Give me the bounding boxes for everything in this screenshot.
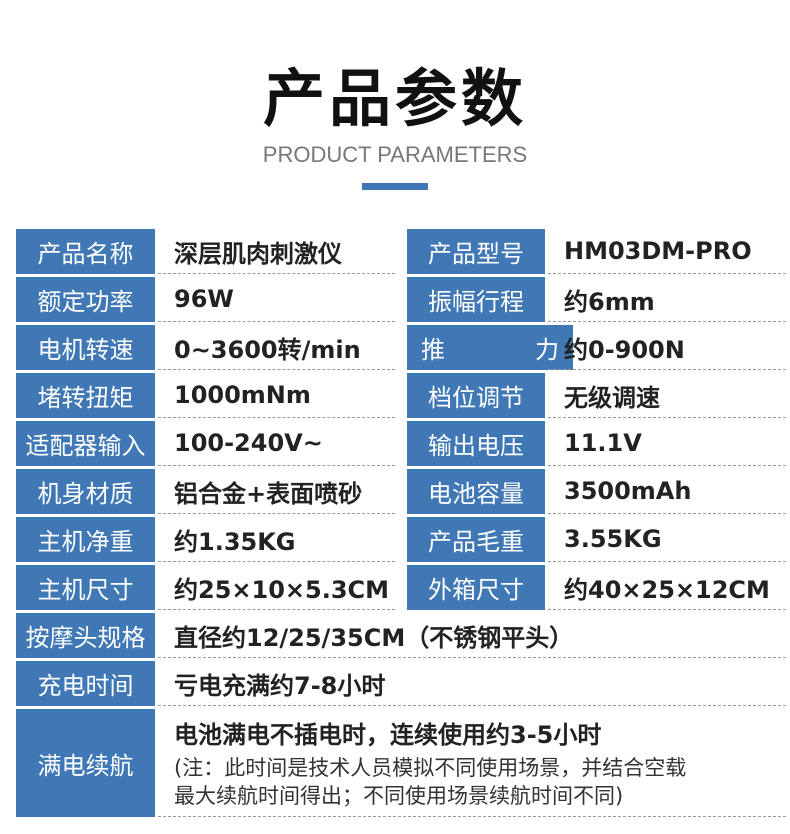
page-title: 产品参数 [262, 62, 527, 135]
param-value: 深层肌肉刺激仪 [158, 229, 395, 274]
param-label: 充电时间 [16, 661, 155, 706]
param-value: 100-240V~ [158, 421, 395, 466]
param-value: 电池满电不插电时，连续使用约3-5小时 (注：此时间是技术人员模拟不同使用场景，… [158, 709, 786, 817]
battery-value: 电池满电不插电时，连续使用约3-5小时 [174, 721, 602, 749]
table-row: 主机净重 约1.35KG 产品毛重 3.55KG [16, 517, 786, 562]
param-label: 产品毛重 [407, 517, 545, 562]
param-value: 11.1V [548, 421, 786, 466]
battery-note: 最大续航时间得出；不同使用场景续航时间不同) [174, 784, 624, 808]
param-label: 振幅行程 [407, 277, 545, 322]
label-text: 产品毛重 [428, 528, 524, 556]
param-label: 产品名称 [16, 229, 155, 274]
battery-note: (注：此时间是技术人员模拟不同使用场景，并结合空载 [174, 756, 687, 780]
param-value: 1000mNm [158, 373, 395, 418]
label-text: 外箱尺寸 [428, 576, 524, 604]
table-row: 充电时间 亏电充满约7-8小时 [16, 661, 786, 706]
param-label: 输出电压 [407, 421, 545, 466]
label-char: 力 [535, 336, 559, 364]
table-row: 额定功率 96W 振幅行程 约6mm [16, 277, 786, 322]
param-value: 约1.35KG [158, 517, 395, 562]
param-label: 档位调节 [407, 373, 545, 418]
param-value: 约25×10×5.3CM [158, 565, 395, 610]
param-label: 满电续航 [16, 709, 155, 817]
label-text: 输出电压 [428, 432, 524, 460]
param-value: 无级调速 [548, 373, 786, 418]
table-row: 主机尺寸 约25×10×5.3CM 外箱尺寸 约40×25×12CM [16, 565, 786, 610]
param-label: 电机转速 [16, 325, 155, 370]
param-value: HM03DM-PRO [548, 229, 786, 274]
param-value: 3500mAh [548, 469, 786, 514]
label-char: 推 [421, 336, 445, 364]
table-row: 堵转扭矩 1000mNm 档位调节 无级调速 [16, 373, 786, 418]
param-value: 约6mm [548, 277, 786, 322]
param-label: 按摩头规格 [16, 613, 155, 658]
param-value: 铝合金+表面喷砂 [158, 469, 395, 514]
param-value: 0~3600转/min [158, 325, 395, 370]
label-text: 产品型号 [428, 240, 524, 268]
param-label: 推力 [407, 325, 573, 370]
table-row: 产品名称 深层肌肉刺激仪 产品型号 HM03DM-PRO [16, 229, 786, 274]
param-value: 约0-900N [548, 325, 786, 370]
label-text: 振幅行程 [428, 288, 524, 316]
param-label: 主机尺寸 [16, 565, 155, 610]
param-label: 适配器输入 [16, 421, 155, 466]
param-value: 亏电充满约7-8小时 [158, 661, 786, 706]
param-label: 外箱尺寸 [407, 565, 545, 610]
table-row: 机身材质 铝合金+表面喷砂 电池容量 3500mAh [16, 469, 786, 514]
page-subtitle: PRODUCT PARAMETERS [262, 142, 528, 167]
param-label: 主机净重 [16, 517, 155, 562]
param-value: 3.55KG [548, 517, 786, 562]
param-value: 96W [158, 277, 395, 322]
label-text: 电池容量 [428, 480, 524, 508]
title-underline [362, 183, 428, 190]
param-label: 电池容量 [407, 469, 545, 514]
param-value: 约40×25×12CM [548, 565, 786, 610]
table-row: 电机转速 0~3600转/min 推力 约0-900N [16, 325, 786, 370]
param-value: 直径约12/25/35CM（不锈钢平头） [158, 613, 786, 658]
table-row: 按摩头规格 直径约12/25/35CM（不锈钢平头） [16, 613, 786, 658]
param-label: 机身材质 [16, 469, 155, 514]
table-row: 适配器输入 100-240V~ 输出电压 11.1V [16, 421, 786, 466]
param-label: 产品型号 [407, 229, 545, 274]
label-text: 档位调节 [428, 384, 524, 412]
table-row: 满电续航 电池满电不插电时，连续使用约3-5小时 (注：此时间是技术人员模拟不同… [16, 709, 786, 817]
param-label: 额定功率 [16, 277, 155, 322]
param-label: 堵转扭矩 [16, 373, 155, 418]
